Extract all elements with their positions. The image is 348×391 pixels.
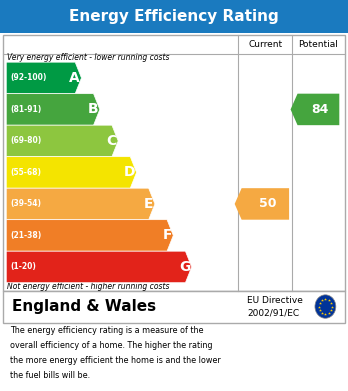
Text: G: G — [179, 260, 190, 274]
Text: (92-100): (92-100) — [11, 74, 47, 83]
Text: F: F — [163, 228, 172, 242]
Text: EU Directive: EU Directive — [247, 296, 303, 305]
Text: Energy Efficiency Rating: Energy Efficiency Rating — [69, 9, 279, 24]
Text: B: B — [88, 102, 98, 117]
Text: (21-38): (21-38) — [11, 231, 42, 240]
Text: the fuel bills will be.: the fuel bills will be. — [10, 371, 90, 380]
Bar — [3, 35, 345, 291]
Text: overall efficiency of a home. The higher the rating: overall efficiency of a home. The higher… — [10, 341, 213, 350]
Text: 2002/91/EC: 2002/91/EC — [247, 308, 299, 317]
Polygon shape — [6, 62, 81, 94]
Bar — [3, 291, 345, 323]
Polygon shape — [291, 94, 339, 125]
Polygon shape — [235, 188, 289, 220]
Text: (81-91): (81-91) — [11, 105, 42, 114]
Text: (55-68): (55-68) — [11, 168, 42, 177]
Text: Very energy efficient - lower running costs: Very energy efficient - lower running co… — [7, 53, 169, 63]
Text: The energy efficiency rating is a measure of the: The energy efficiency rating is a measur… — [10, 326, 204, 335]
Circle shape — [315, 295, 336, 318]
Text: Potential: Potential — [299, 39, 338, 49]
Polygon shape — [6, 251, 192, 283]
Polygon shape — [6, 125, 118, 157]
Text: England & Wales: England & Wales — [12, 299, 156, 314]
Text: C: C — [106, 134, 117, 148]
Polygon shape — [6, 157, 136, 188]
Bar — [0, 0, 348, 33]
Text: (69-80): (69-80) — [11, 136, 42, 145]
Polygon shape — [6, 220, 173, 251]
Text: (39-54): (39-54) — [11, 199, 42, 208]
Text: D: D — [124, 165, 135, 179]
Text: the more energy efficient the home is and the lower: the more energy efficient the home is an… — [10, 356, 221, 365]
Text: 84: 84 — [311, 103, 329, 116]
Text: Not energy efficient - higher running costs: Not energy efficient - higher running co… — [7, 282, 169, 291]
Polygon shape — [6, 188, 155, 220]
Text: E: E — [144, 197, 153, 211]
Text: 50: 50 — [259, 197, 277, 210]
Text: A: A — [69, 71, 80, 85]
Polygon shape — [6, 94, 100, 125]
Text: (1-20): (1-20) — [11, 262, 37, 271]
Text: Current: Current — [248, 39, 283, 49]
